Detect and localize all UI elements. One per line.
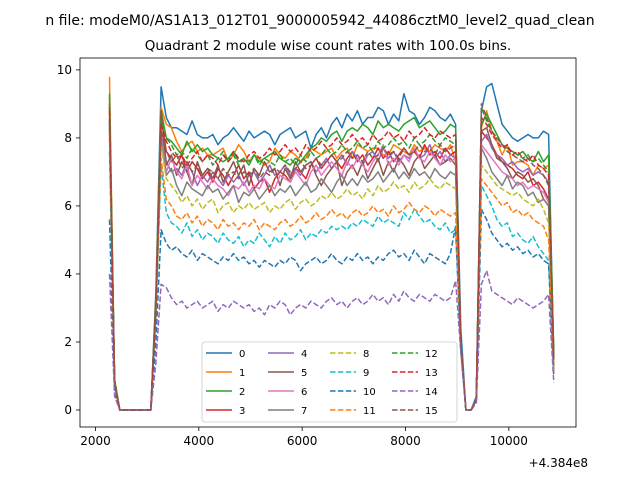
x-tick-label: 10000 <box>490 434 528 448</box>
x-tick-label: 4000 <box>184 434 215 448</box>
x-tick-label: 6000 <box>287 434 318 448</box>
legend-label-8: 8 <box>363 349 369 360</box>
y-tick-label: 2 <box>64 335 72 349</box>
legend-label-3: 3 <box>239 406 245 417</box>
y-tick-label: 4 <box>64 267 72 281</box>
series-line-9 <box>108 151 555 411</box>
figure-suptitle: n file: modeM0/AS1A13_012T01_9000005942_… <box>45 13 594 29</box>
legend-label-5: 5 <box>301 368 307 379</box>
legend-label-14: 14 <box>425 387 438 398</box>
legend-label-1: 1 <box>239 368 245 379</box>
y-tick-label: 6 <box>64 199 72 213</box>
series-line-15 <box>108 103 555 411</box>
series-line-10 <box>108 208 555 411</box>
y-tick-label: 0 <box>64 403 72 417</box>
y-tick-label: 10 <box>57 63 72 77</box>
legend-label-13: 13 <box>425 368 438 379</box>
legend-label-12: 12 <box>425 349 438 360</box>
legend-frame <box>201 341 458 423</box>
plot-area <box>108 76 555 411</box>
y-tick-label: 8 <box>64 131 72 145</box>
chart-title: Quadrant 2 module wise count rates with … <box>145 38 511 54</box>
legend-label-2: 2 <box>239 387 245 398</box>
legend-label-0: 0 <box>239 349 245 360</box>
legend-label-4: 4 <box>301 349 307 360</box>
x-offset-label: +4.384e8 <box>529 456 588 470</box>
legend-label-9: 9 <box>363 368 369 379</box>
x-tick-label: 2000 <box>80 434 111 448</box>
legend-label-15: 15 <box>425 406 438 417</box>
legend-label-7: 7 <box>301 406 307 417</box>
legend-label-10: 10 <box>363 387 376 398</box>
series-line-14 <box>108 269 555 411</box>
legend-label-11: 11 <box>363 406 376 417</box>
x-tick-label: 8000 <box>390 434 421 448</box>
axes-frame <box>79 57 577 428</box>
legend-label-6: 6 <box>301 387 307 398</box>
